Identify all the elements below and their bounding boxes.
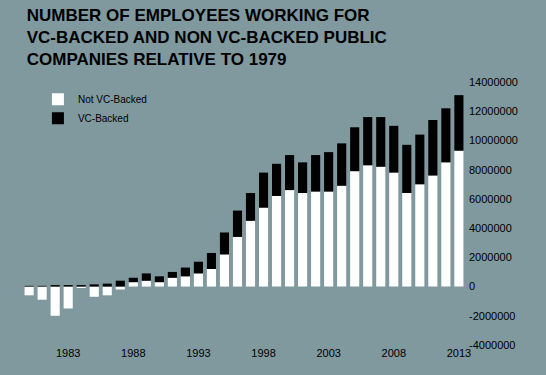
- svg-text:2008: 2008: [382, 347, 406, 359]
- svg-text:NUMBER OF EMPLOYEES WORKING FO: NUMBER OF EMPLOYEES WORKING FORVC-BACKED…: [27, 6, 387, 69]
- svg-text:8000000: 8000000: [469, 164, 512, 176]
- svg-text:0: 0: [469, 280, 475, 292]
- svg-text:12000000: 12000000: [469, 105, 518, 117]
- svg-text:-2000000: -2000000: [469, 310, 516, 322]
- svg-text:10000000: 10000000: [469, 134, 518, 146]
- svg-text:6000000: 6000000: [469, 193, 512, 205]
- svg-text:VC-Backed: VC-Backed: [78, 113, 129, 124]
- svg-text:14000000: 14000000: [469, 76, 518, 88]
- svg-text:2013: 2013: [447, 347, 471, 359]
- svg-text:2000000: 2000000: [469, 251, 512, 263]
- svg-text:1988: 1988: [121, 347, 145, 359]
- svg-text:-4000000: -4000000: [469, 339, 516, 351]
- svg-text:Not VC-Backed: Not VC-Backed: [78, 94, 147, 105]
- svg-text:1993: 1993: [186, 347, 210, 359]
- svg-text:4000000: 4000000: [469, 222, 512, 234]
- svg-text:1998: 1998: [251, 347, 275, 359]
- svg-text:2003: 2003: [316, 347, 340, 359]
- svg-text:1983: 1983: [56, 347, 80, 359]
